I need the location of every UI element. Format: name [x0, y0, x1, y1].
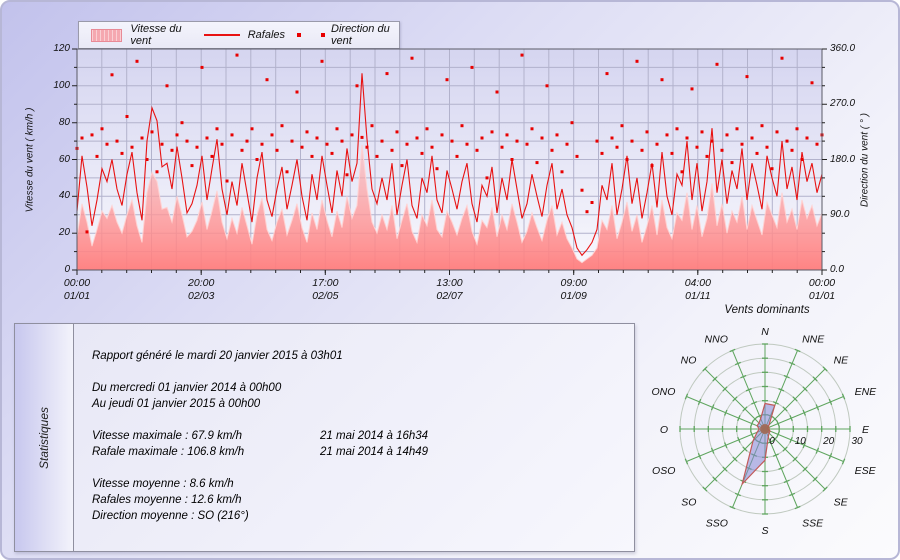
windrose-panel: Vents dominants N NNE NE ENE E ESE SE SSE S SSO SO… [642, 304, 892, 556]
rose-scale-label: 0 [769, 436, 775, 447]
rose-direction-label: SSE [802, 518, 824, 530]
y-left-tick-label: 40 [58, 190, 70, 202]
legend-item-vitesse: Vitesse du vent [91, 23, 192, 47]
y-left-tick-label: 60 [58, 153, 70, 165]
plot-area [72, 48, 827, 275]
y-right-tick-label: 360.0 [830, 43, 856, 54]
rose-direction-label: SE [834, 497, 849, 509]
max-gust-value: Rafale maximale : 106.8 km/h [92, 446, 245, 458]
y-left-tick-label: 100 [53, 79, 70, 91]
stats-panel-title: Statistiques [37, 406, 51, 469]
windrose-title: Vents dominants [724, 304, 810, 316]
rose-direction-label: ESE [855, 465, 877, 477]
dots-swatch-icon [297, 33, 326, 37]
mean-gust-line: Rafales moyenne : 12.6 km/h [92, 494, 242, 506]
chart-legend: Vitesse du vent Rafales Direction du ven… [78, 21, 400, 49]
max-gust-date: 21 mai 2014 à 14h49 [320, 446, 429, 458]
legend-item-direction: Direction du vent [297, 23, 399, 47]
rose-direction-label: SO [681, 497, 696, 509]
rose-direction-label: NO [681, 354, 697, 366]
period-to-line: Au jeudi 01 janvier 2015 à 00h00 [92, 398, 261, 410]
rose-direction-label: OSO [652, 465, 675, 477]
x-tick-label: 09:00 01/09 [560, 277, 587, 302]
x-tick-label: 00:00 01/01 [808, 277, 836, 302]
y-right-tick-label: 0.0 [830, 264, 844, 275]
x-tick-label: 13:00 02/07 [436, 277, 463, 302]
y-left-tick-label: 20 [58, 227, 70, 239]
windrose-svg: N NNE NE ENE E ESE SE SSE S SSO SO OSO O ONO NO NNO 0 10 2… [651, 326, 878, 537]
rose-direction-label: ENE [855, 386, 878, 398]
x-tick-label: 17:00 02/05 [312, 277, 339, 302]
max-speed-line: Vitesse maximale : 67.9 km/h 21 mai 2014… [92, 428, 634, 444]
max-gust-line: Rafale maximale : 106.8 km/h 21 mai 2014… [92, 444, 634, 460]
rose-direction-label: E [862, 424, 870, 436]
rose-scale-label: 10 [795, 436, 807, 447]
x-tick-label: 04:00 01/11 [684, 277, 711, 302]
stats-body: Rapport généré le mardi 20 janvier 2015 … [74, 324, 634, 551]
y-right-tick-label: 180.0 [830, 153, 856, 165]
rose-scale-label: 20 [822, 436, 835, 447]
x-tick-label: 20:00 02/03 [188, 277, 215, 302]
mean-speed-line: Vitesse moyenne : 8.6 km/h [92, 478, 234, 490]
rose-direction-label: SSO [706, 518, 728, 530]
stats-panel: Statistiques Rapport généré le mardi 20 … [14, 323, 635, 552]
period-from-line: Du mercredi 01 janvier 2014 à 00h00 [92, 382, 282, 394]
y-right-tick-label: 90.0 [830, 208, 850, 220]
rose-direction-label: N [761, 326, 769, 338]
mean-direction-line: Direction moyenne : SO (216°) [92, 510, 249, 522]
rose-direction-label: NE [834, 354, 850, 366]
legend-label-rafales: Rafales [247, 29, 286, 41]
x-tick-label: 00:00 01/01 [63, 277, 91, 302]
y-right-tick-label: 270.0 [830, 98, 856, 110]
line-swatch-icon [203, 34, 240, 36]
max-speed-value: Vitesse maximale : 67.9 km/h [92, 430, 242, 442]
max-speed-date: 21 mai 2014 à 16h34 [320, 430, 429, 442]
y-axis-left-label: Vitesse du vent ( km/h ) [24, 107, 36, 213]
area-swatch-icon [91, 28, 123, 42]
rose-direction-label: O [660, 424, 668, 436]
rose-direction-label: ONO [651, 386, 675, 398]
plot-svg [72, 48, 827, 275]
y-left-tick-label: 80 [58, 116, 70, 128]
legend-item-rafales: Rafales [203, 29, 286, 41]
report-generated-line: Rapport généré le mardi 20 janvier 2015 … [92, 350, 343, 362]
rose-direction-label: NNE [802, 333, 825, 345]
stats-panel-title-strip: Statistiques [15, 324, 74, 551]
rose-direction-label: NNO [705, 333, 728, 345]
rose-scale-label: 30 [851, 436, 863, 447]
legend-label-vitesse: Vitesse du vent [130, 23, 182, 47]
rose-direction-label: S [761, 525, 768, 537]
y-left-tick-label: 0 [64, 264, 70, 275]
legend-label-direction: Direction du vent [331, 23, 390, 47]
y-left-tick-label: 120 [53, 43, 70, 54]
